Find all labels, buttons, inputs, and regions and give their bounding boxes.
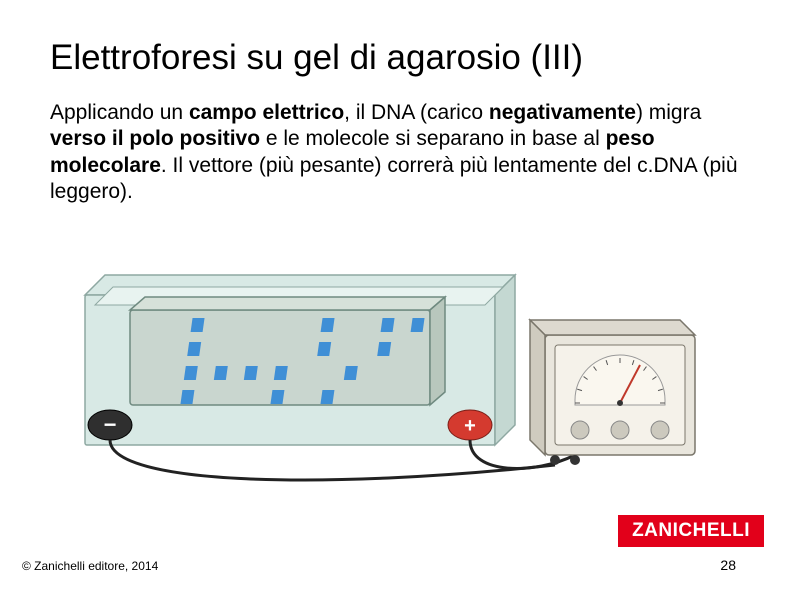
power-supply: [530, 320, 695, 465]
text-bold: campo elettrico: [189, 101, 344, 124]
text-seg: Applicando un: [50, 101, 189, 124]
electrophoresis-diagram: − +: [75, 265, 715, 495]
svg-text:+: +: [464, 415, 476, 437]
text-bold: negativamente: [489, 101, 636, 124]
text-seg: ) migra: [636, 101, 701, 124]
copyright-text: © Zanichelli editore, 2014: [22, 559, 158, 573]
body-text: Applicando un campo elettrico, il DNA (c…: [50, 100, 750, 205]
text-seg: e le molecole si separano in base al: [260, 127, 606, 150]
svg-text:−: −: [104, 412, 117, 437]
text-seg: , il DNA (carico: [344, 101, 489, 124]
negative-electrode: −: [88, 410, 132, 440]
publisher-logo: ZANICHELLI: [618, 515, 764, 547]
wire-negative: [110, 440, 555, 480]
gel-slab: [130, 297, 445, 405]
slide-title: Elettroforesi su gel di agarosio (III): [50, 38, 764, 78]
positive-electrode: +: [448, 410, 492, 440]
page-number: 28: [720, 557, 736, 573]
text-bold: verso il polo positivo: [50, 127, 260, 150]
